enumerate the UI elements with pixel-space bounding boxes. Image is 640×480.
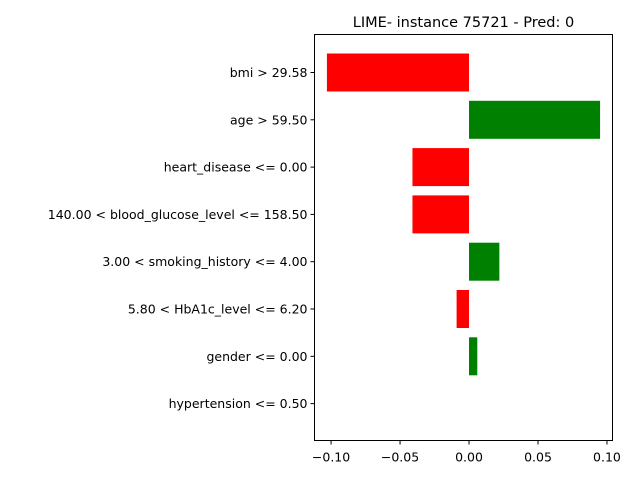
x-axis: −0.10 −0.05 0.00 0.05 0.10 bbox=[312, 440, 621, 465]
chart-title: LIME- instance 75721 - Pred: 0 bbox=[353, 15, 574, 31]
bar-6 bbox=[469, 337, 478, 376]
x-tick-label-2: 0.00 bbox=[455, 450, 483, 465]
bar-1 bbox=[469, 100, 601, 139]
y-tick-label-1: age > 59.50 bbox=[230, 112, 308, 127]
bar-4 bbox=[469, 242, 500, 281]
y-tick-label-3: 140.00 < blood_glucose_level <= 158.50 bbox=[48, 207, 308, 222]
bar-0 bbox=[326, 53, 470, 92]
bar-5 bbox=[456, 290, 470, 328]
y-tick-label-4: 3.00 < smoking_history <= 4.00 bbox=[102, 254, 307, 269]
y-axis: bmi > 29.58 age > 59.50 heart_disease <= 0… bbox=[48, 65, 315, 411]
y-tick-label-0: bmi > 29.58 bbox=[230, 65, 308, 80]
bar-2 bbox=[412, 148, 470, 187]
y-tick-label-6: gender <= 0.00 bbox=[206, 349, 307, 364]
bars-layer bbox=[326, 53, 601, 376]
x-tick-label-4: 0.10 bbox=[593, 450, 621, 465]
y-tick-label-7: hypertension <= 0.50 bbox=[169, 396, 308, 411]
x-tick-label-3: 0.05 bbox=[524, 450, 552, 465]
y-tick-label-5: 5.80 < HbA1c_level <= 6.20 bbox=[128, 302, 308, 317]
bar-3 bbox=[412, 195, 470, 234]
y-tick-label-2: heart_disease <= 0.00 bbox=[164, 160, 308, 175]
plot-frame bbox=[314, 34, 613, 441]
x-tick-label-1: −0.05 bbox=[381, 450, 419, 465]
x-tick-label-0: −0.10 bbox=[312, 450, 350, 465]
